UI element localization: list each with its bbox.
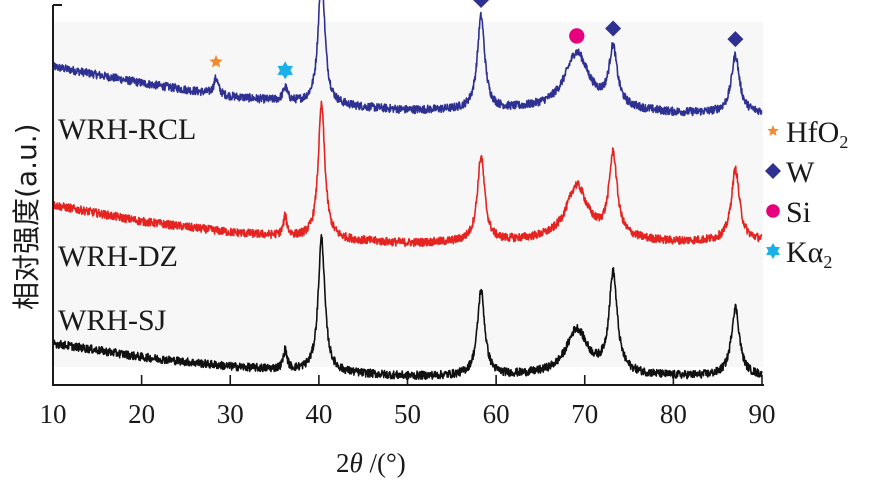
x-axis-label: 2θ /(°) xyxy=(336,448,406,478)
legend-marker-si xyxy=(766,204,780,218)
x-axis-label-theta: θ xyxy=(350,448,363,478)
x-tick-label: 80 xyxy=(660,399,687,429)
legend-label: Si xyxy=(786,196,811,229)
x-tick-label: 40 xyxy=(305,399,332,429)
series-label-wrh-sj: WRH-SJ xyxy=(58,304,167,337)
x-tick-layer: 10 20 30 40 50 60 70 80 90 xyxy=(40,375,776,429)
x-axis-label-unit: /(°) xyxy=(363,448,406,478)
series-label-wrh-dz: WRH-DZ xyxy=(58,240,178,273)
plot-background xyxy=(53,22,763,367)
x-axis-label-num: 2 xyxy=(336,448,350,478)
peak-marker-hfo2 xyxy=(209,54,223,68)
x-tick-label: 90 xyxy=(749,399,776,429)
x-tick-label: 30 xyxy=(217,399,244,429)
x-tick-label: 20 xyxy=(128,399,155,429)
legend-marker-kα2 xyxy=(766,243,780,259)
peak-marker-si xyxy=(569,28,585,44)
legend-marker-hfo2 xyxy=(767,125,779,136)
x-tick-label: 10 xyxy=(40,399,67,429)
x-tick-label: 60 xyxy=(483,399,510,429)
series-layer xyxy=(52,0,763,381)
peak-marker-w xyxy=(605,20,622,37)
peak-marker-w xyxy=(727,31,744,48)
legend-label: HfO2 xyxy=(786,116,848,152)
annotation-layer xyxy=(209,0,744,80)
y-axis-label: 相对强度(a.u.) xyxy=(10,123,43,310)
legend-label: Kα2 xyxy=(786,236,832,272)
series-line-wrh-dz xyxy=(52,100,763,248)
peak-marker-kα2 xyxy=(277,61,293,80)
peak-marker-w xyxy=(473,0,490,8)
series-line-wrh-rcl xyxy=(52,0,763,117)
legend: HfO2 W Si Kα2 xyxy=(765,116,848,272)
x-tick-label: 70 xyxy=(571,399,598,429)
series-label-wrh-rcl: WRH-RCL xyxy=(58,113,196,146)
legend-marker-w xyxy=(765,163,781,179)
x-tick-label: 50 xyxy=(394,399,421,429)
series-line-wrh-sj xyxy=(52,233,763,381)
legend-label: W xyxy=(786,156,815,189)
